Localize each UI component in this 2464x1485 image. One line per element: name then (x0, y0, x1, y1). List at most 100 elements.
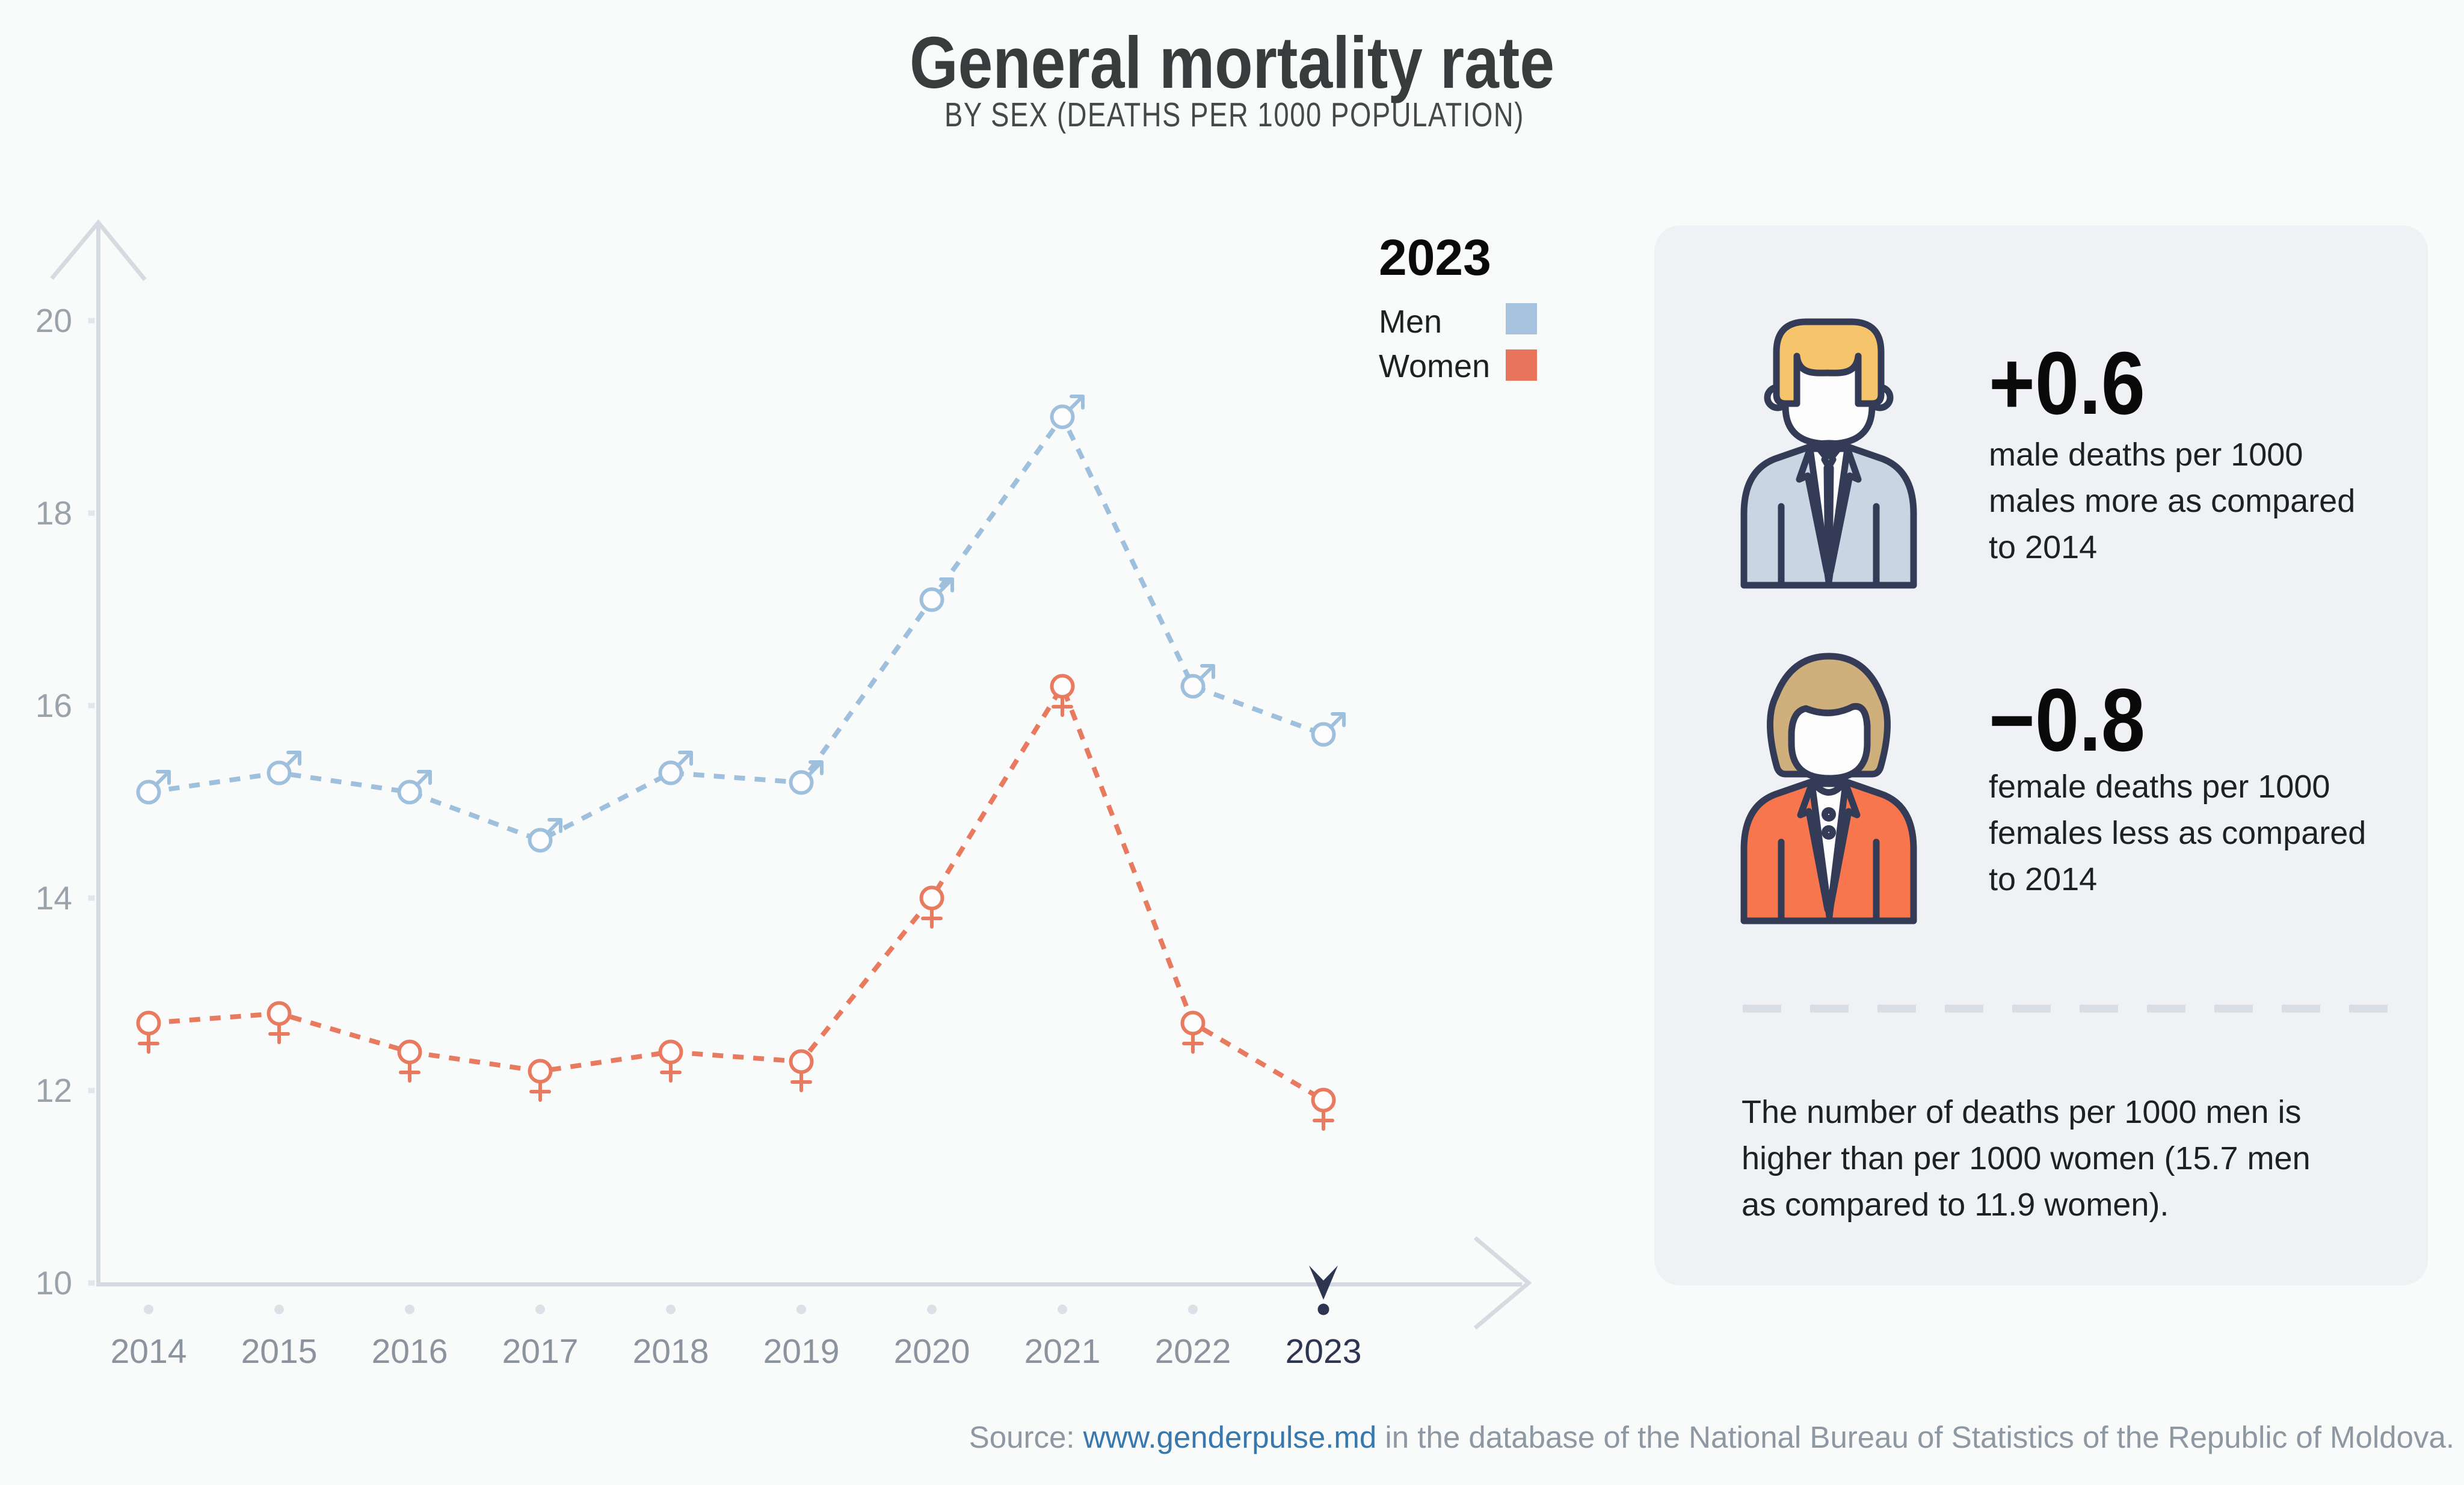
data-point-men-2022[interactable] (1180, 664, 1215, 699)
x-tick-label[interactable]: 2020 (894, 1332, 970, 1371)
source-prefix: Source: (969, 1420, 1083, 1454)
x-tick-label[interactable]: 2018 (633, 1332, 709, 1371)
marker-circle (266, 760, 292, 786)
panel-note-line1: The number of deaths per 1000 men is (1742, 1094, 2302, 1130)
man-icon (1740, 318, 1917, 589)
marker-circle (1180, 1010, 1206, 1036)
male-arrow (1198, 664, 1215, 681)
data-point-women-2023[interactable] (1311, 1087, 1336, 1131)
chart-plot-area: 10 12 14 16 18 20 2014 2015 2016 2017 2018 2019 2020… (35, 302, 1362, 1371)
data-point-men-2017[interactable] (528, 818, 562, 853)
woman-button-bottom (1822, 825, 1836, 840)
x-tick-label[interactable]: 2023 (1286, 1332, 1362, 1371)
stat-men-desc-line2: males more as compared (1989, 483, 2355, 519)
year-dot-active (1317, 1303, 1329, 1315)
woman-icon (1740, 653, 1917, 924)
y-tick-label: 16 (35, 687, 72, 724)
woman-lapel-left (1797, 780, 1831, 913)
marker-circle (658, 760, 683, 786)
y-tick-label: 18 (35, 494, 72, 532)
male-arrow-head (1070, 395, 1085, 410)
y-tick (88, 703, 95, 709)
year-dot (405, 1305, 414, 1314)
chart-legend: 2023 Men Women (1379, 229, 1537, 384)
series-line-men (148, 412, 1325, 843)
data-point-men-2014[interactable] (136, 770, 171, 805)
data-point-women-2016[interactable] (397, 1039, 422, 1083)
male-arrow-head (547, 818, 562, 833)
year-dot (1188, 1305, 1198, 1314)
male-arrow (546, 818, 562, 835)
marker-circle (528, 1059, 553, 1084)
x-tick-label[interactable]: 2019 (763, 1332, 840, 1371)
marker-circle (1180, 674, 1206, 699)
data-point-women-2021[interactable] (1050, 674, 1075, 717)
data-point-women-2022[interactable] (1180, 1010, 1206, 1054)
x-tick-label[interactable]: 2014 (111, 1332, 187, 1371)
data-point-women-2018[interactable] (658, 1039, 683, 1083)
summary-panel: +0.6 male deaths per 1000 males more as … (1654, 226, 2428, 1285)
man-lapel-left (1796, 445, 1831, 575)
male-arrow-head (808, 760, 824, 775)
data-point-women-2019[interactable] (789, 1049, 814, 1092)
male-arrow-head (417, 770, 432, 785)
male-arrow (937, 577, 954, 594)
marker-circle (1311, 722, 1336, 747)
data-point-men-2015[interactable] (266, 751, 301, 786)
legend-item-men-label[interactable]: Men (1379, 304, 1442, 340)
data-point-men-2021[interactable] (1050, 395, 1085, 429)
data-point-men-2018[interactable] (658, 751, 693, 786)
x-tick-label[interactable]: 2015 (241, 1332, 318, 1371)
y-tick-label: 12 (35, 1072, 72, 1109)
x-tick-label[interactable]: 2022 (1155, 1332, 1231, 1371)
year-dot (535, 1305, 545, 1314)
marker-circle (397, 1039, 422, 1065)
source-link[interactable]: www.genderpulse.md (1083, 1420, 1377, 1454)
x-tick-label[interactable]: 2016 (372, 1332, 448, 1371)
data-point-women-2014[interactable] (136, 1010, 161, 1054)
data-point-men-2016[interactable] (397, 770, 432, 805)
x-tick-label[interactable]: 2017 (502, 1332, 579, 1371)
y-tick (88, 318, 95, 324)
marker-circle (789, 770, 814, 795)
woman-blouse (1808, 780, 1849, 920)
y-tick (88, 895, 95, 901)
year-dot (666, 1305, 676, 1314)
male-arrow-head (939, 577, 954, 592)
data-point-men-2020[interactable] (919, 577, 954, 612)
data-point-women-2020[interactable] (919, 885, 944, 929)
year-dot (144, 1305, 153, 1314)
legend-item-men-swatch[interactable] (1506, 303, 1537, 334)
marker-circle (919, 587, 944, 612)
panel-note-line2: higher than per 1000 women (15.7 men (1742, 1140, 2311, 1176)
data-point-men-2023[interactable] (1311, 712, 1346, 747)
y-tick (88, 1280, 95, 1286)
y-tick-label: 20 (35, 302, 72, 339)
x-tick-label[interactable]: 2021 (1024, 1332, 1101, 1371)
legend-item-women-swatch[interactable] (1506, 349, 1537, 381)
male-arrow-head (1200, 664, 1215, 679)
woman-neckline (1811, 780, 1847, 796)
marker-circle (136, 779, 161, 805)
male-arrow-head (286, 751, 301, 766)
data-point-women-2017[interactable] (528, 1059, 553, 1102)
year-dot (927, 1305, 937, 1314)
male-arrow (415, 770, 432, 787)
stat-women-desc-line3: to 2014 (1989, 861, 2097, 897)
man-hair (1773, 318, 1885, 407)
stat-men-value: +0.6 (1989, 334, 2145, 433)
source-line: Source: www.genderpulse.md in the databa… (969, 1420, 2454, 1454)
x-axis-arrow-icon (1473, 1236, 1532, 1330)
marker-circle (528, 828, 553, 853)
data-point-women-2015[interactable] (266, 1001, 292, 1044)
marker-circle (266, 1001, 292, 1026)
male-arrow (807, 760, 824, 777)
male-arrow-head (1331, 712, 1346, 727)
stat-women-value: −0.8 (1989, 671, 2145, 770)
highlighted-year-pointer-icon (1309, 1265, 1338, 1300)
legend-item-women-label[interactable]: Women (1379, 348, 1490, 384)
data-point-men-2019[interactable] (789, 760, 824, 795)
woman-lapel-right (1826, 780, 1861, 913)
marker-circle (1311, 1087, 1336, 1113)
stat-men-desc-line1: male deaths per 1000 (1989, 437, 2303, 473)
